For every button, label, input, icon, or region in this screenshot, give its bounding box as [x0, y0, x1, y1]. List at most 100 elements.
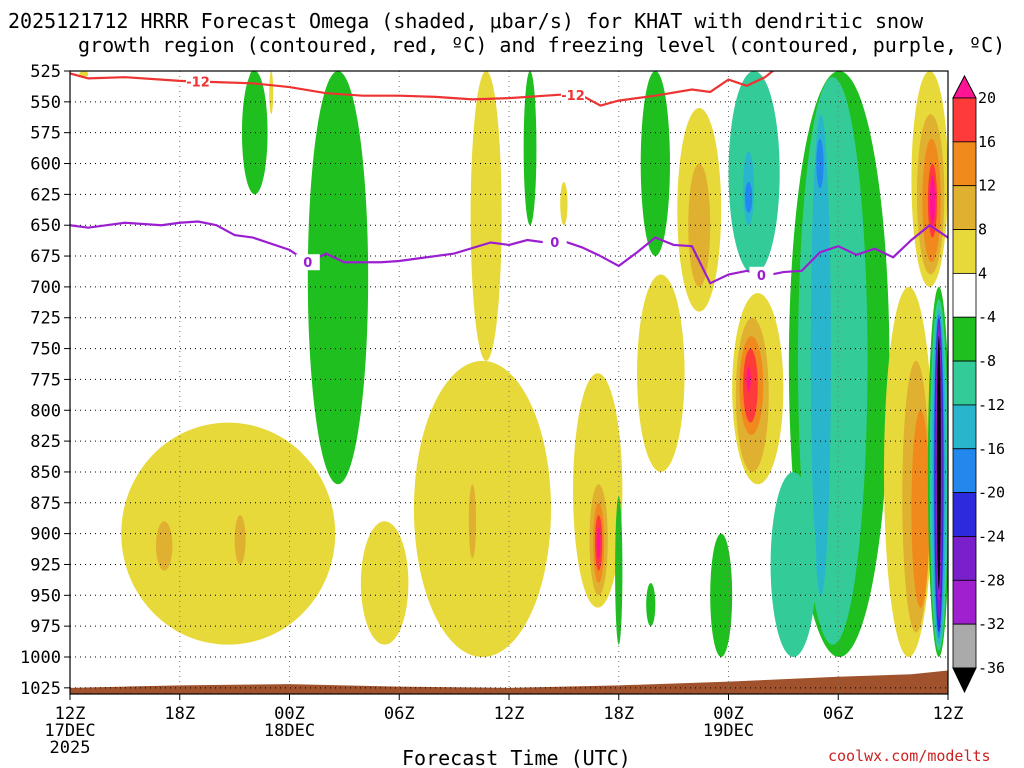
omega-region [746, 367, 751, 392]
colorbar-swatch [952, 185, 977, 230]
colorbar-label: 8 [978, 221, 987, 239]
freezing-level-contour-label-bg [542, 233, 567, 250]
y-axis: 525 550 575 600 625 650 675 700 725 750 775 800 825 8… [20, 62, 70, 699]
x-tick-label: 00Z [274, 704, 305, 724]
colorbar: 20 16 12 8 4 -4 -8 -12 -16 -20 -24 -28 -32 -36 [952, 74, 1005, 694]
omega-region [234, 515, 246, 565]
omega-region [728, 71, 780, 275]
colorbar-label: -24 [978, 527, 1005, 545]
credit-text: coolwx.com/modelts [828, 747, 991, 765]
colorbar-label: -36 [978, 659, 1005, 677]
x-tick-date-label: 18DEC [264, 721, 315, 741]
colorbar-label: -8 [978, 352, 996, 370]
omega-region [470, 71, 502, 361]
colorbar-label: -20 [978, 484, 1005, 502]
y-tick-label: 600 [30, 155, 61, 175]
omega-region [360, 521, 409, 645]
colorbar-swatch [952, 623, 977, 669]
x-tick-label: 18Z [164, 704, 195, 724]
dgz-contour-label-bg [186, 73, 211, 90]
y-tick-label: 900 [30, 525, 61, 545]
omega-region [121, 422, 336, 645]
omega-region [816, 138, 824, 189]
colorbar-swatch [952, 229, 977, 274]
colorbar-swatch [952, 404, 977, 450]
dgz-contour [70, 71, 775, 107]
y-tick-label: 950 [30, 586, 61, 606]
plot-area: -12 -12 0 0 0 [69, 70, 949, 695]
freezing-level-contour-label: 0 [757, 269, 766, 284]
dgz-contour-label: -12 [186, 75, 210, 90]
omega-region [468, 484, 477, 559]
freezing-level-contour-label: 0 [303, 256, 312, 271]
terrain [70, 670, 948, 694]
omega-region [929, 175, 936, 226]
y-tick-label: 725 [30, 309, 61, 329]
freezing-level-contour-label-bg [295, 254, 320, 271]
omega-region [596, 527, 601, 559]
colorbar-swatch [952, 448, 977, 494]
y-tick-label: 525 [30, 62, 61, 82]
contours: -12 -12 0 0 0 [70, 71, 948, 285]
colorbar-label: -16 [978, 440, 1005, 458]
omega-region [615, 496, 623, 645]
terrain-fill [70, 670, 948, 694]
y-tick-label: 975 [30, 617, 61, 637]
freezing-level-contour-label: 0 [550, 236, 559, 251]
chart-title-line-2: growth region (contoured, red, ºC) and f… [78, 33, 1005, 57]
omega-region [936, 336, 941, 590]
omega-region [413, 360, 552, 657]
y-tick-label: 775 [30, 370, 61, 390]
x-tick-label: 12Z [55, 704, 86, 724]
colorbar-bottom-arrow [952, 667, 977, 694]
omega-region [688, 163, 711, 287]
y-tick-label: 1025 [20, 679, 61, 699]
colorbar-label: 12 [978, 177, 996, 195]
colorbar-swatch [952, 360, 977, 406]
x-tick-label: 00Z [713, 704, 744, 724]
omega-region [646, 582, 656, 627]
omega-region [710, 533, 733, 657]
colorbar-swatch [952, 97, 977, 143]
colorbar-swatch [952, 316, 977, 362]
colorbar-label: -12 [978, 396, 1005, 414]
omega-region [637, 274, 685, 472]
x-tick-year-label: 2025 [50, 738, 91, 758]
colorbar-label: 16 [978, 133, 996, 151]
chart-title-line-1: 2025121712 HRRR Forecast Omega (shaded, … [8, 9, 924, 33]
omega-region [241, 71, 268, 195]
colorbar-label: -4 [978, 308, 996, 326]
omega-region [155, 521, 173, 571]
y-tick-label: 650 [30, 216, 61, 236]
x-tick-label: 12Z [494, 704, 525, 724]
y-tick-label: 625 [30, 185, 61, 205]
colorbar-label: 4 [978, 264, 987, 282]
omega-region [560, 182, 568, 226]
colorbar-label: -28 [978, 571, 1005, 589]
colorbar-swatch [952, 536, 977, 581]
x-tick-label: 12Z [933, 704, 964, 724]
x-tick-label: 06Z [384, 704, 415, 724]
y-tick-label: 850 [30, 463, 61, 483]
y-tick-label: 750 [30, 340, 61, 360]
omega-region [523, 71, 537, 226]
dgz-contour-label-bg [561, 87, 586, 104]
colorbar-label: -32 [978, 615, 1005, 633]
colorbar-swatch [952, 492, 977, 537]
y-tick-label: 825 [30, 432, 61, 452]
omega-region [743, 348, 758, 423]
x-tick-label: 18Z [603, 704, 634, 724]
y-tick-label: 1000 [20, 648, 61, 668]
colorbar-swatch [952, 579, 977, 625]
y-tick-label: 550 [30, 93, 61, 113]
x-axis-title: Forecast Time (UTC) [402, 746, 631, 768]
y-tick-label: 800 [30, 401, 61, 421]
omega-region [911, 410, 930, 608]
x-tick-date-label: 17DEC [44, 721, 95, 741]
y-tick-label: 675 [30, 247, 61, 267]
omega-region [744, 182, 753, 213]
y-tick-label: 575 [30, 124, 61, 144]
omega-region [810, 114, 831, 596]
y-tick-label: 925 [30, 555, 61, 575]
